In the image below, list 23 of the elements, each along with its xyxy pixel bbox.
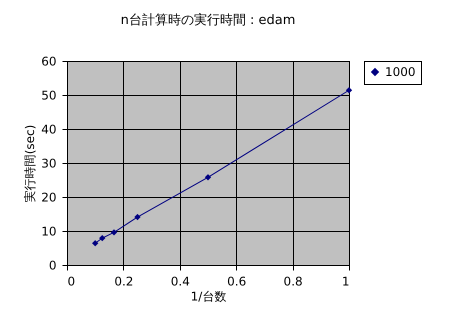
point (346, 87, 352, 94)
point (92, 240, 98, 246)
y-tick-label: 50 (41, 88, 56, 102)
x-tick-label: 1 (342, 274, 350, 288)
y-tick-label: 0 (48, 258, 56, 272)
chart-title: n台計算時の実行時間 : edam (120, 12, 296, 28)
x-tick-label: 0 (68, 274, 76, 288)
y-tick-label: 30 (41, 156, 56, 170)
y-axis-title: 実行時間(sec) (23, 124, 38, 202)
y-tick-label: 40 (41, 122, 56, 136)
point (134, 214, 141, 220)
y-tick-label: 20 (41, 190, 56, 204)
x-tick-label: 0.8 (284, 274, 303, 288)
legend-label: 1000 (385, 65, 416, 79)
x-tick-label: 0.6 (227, 274, 246, 288)
x-axis-title: 1/台数 (190, 290, 226, 304)
y-tick-label: 10 (41, 224, 56, 238)
point (204, 174, 212, 180)
point (99, 234, 106, 242)
y-tick-label: 60 (41, 54, 56, 68)
x-tick-label: 0.2 (114, 274, 134, 288)
point (110, 229, 118, 236)
x-tick-label: 0.4 (170, 274, 190, 288)
